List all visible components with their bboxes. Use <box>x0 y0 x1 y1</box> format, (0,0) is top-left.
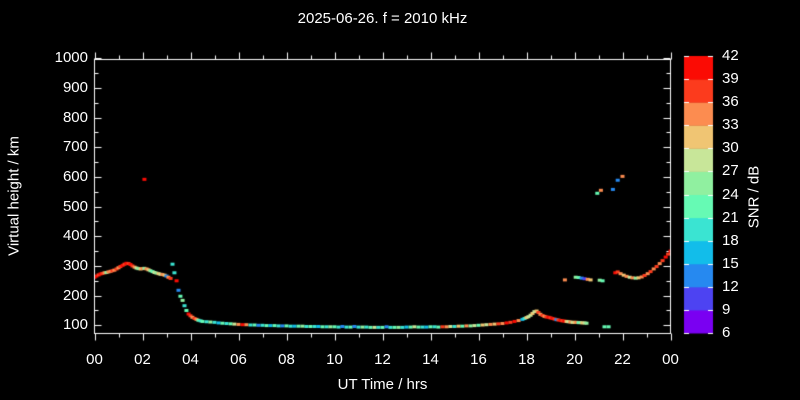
y-tick-label: 800 <box>62 108 88 126</box>
x-tick-label: 18 <box>518 351 535 368</box>
x-tick-label: 06 <box>230 351 247 368</box>
x-tick-label: 00 <box>662 351 679 368</box>
x-tick-label: 22 <box>614 351 631 368</box>
x-tick-label: 08 <box>278 351 295 368</box>
y-tick-label: 300 <box>62 256 88 274</box>
y-tick-label: 700 <box>62 138 88 156</box>
x-tick-label: 04 <box>182 351 199 368</box>
plot-title: 2025-06-26. f = 2010 kHz <box>297 10 468 27</box>
x-tick-label: 12 <box>374 351 391 368</box>
y-axis-label: Virtual height / km <box>5 136 23 256</box>
colorbar-tick-label: 42 <box>722 47 739 64</box>
x-tick-label: 14 <box>422 351 439 368</box>
colorbar-tick-label: 30 <box>722 139 739 157</box>
colorbar-tick-label: 24 <box>722 185 739 203</box>
x-tick-label: 20 <box>566 351 583 368</box>
colorbar-tick-label: 9 <box>722 300 731 318</box>
y-tick-label: 1000 <box>54 49 88 67</box>
colorbar-tick-label: 15 <box>722 254 739 272</box>
colorbar-tick-label: 36 <box>722 93 739 111</box>
x-tick-label: 02 <box>134 351 151 368</box>
y-tick-label: 500 <box>62 197 88 215</box>
y-tick-label: 900 <box>62 78 88 96</box>
y-tick-label: 600 <box>62 167 88 185</box>
colorbar-tick-label: 6 <box>722 324 731 341</box>
colorbar-tick-label: 39 <box>722 70 739 88</box>
colorbar-label: SNR / dB <box>745 165 763 229</box>
colorbar-tick-label: 21 <box>722 208 739 226</box>
x-tick-label: 00 <box>86 351 103 368</box>
y-tick-label: 100 <box>62 316 88 334</box>
colorbar-tick-label: 33 <box>722 116 739 134</box>
colorbar-tick-label: 18 <box>722 231 739 249</box>
x-tick-label: 16 <box>470 351 487 368</box>
y-tick-label: 200 <box>62 286 88 304</box>
colorbar-tick-label: 12 <box>722 277 739 295</box>
y-tick-label: 400 <box>62 227 88 245</box>
x-axis-label: UT Time / hrs <box>337 376 428 393</box>
colorbar-tick-label: 27 <box>722 162 739 180</box>
x-tick-label: 10 <box>326 351 343 368</box>
